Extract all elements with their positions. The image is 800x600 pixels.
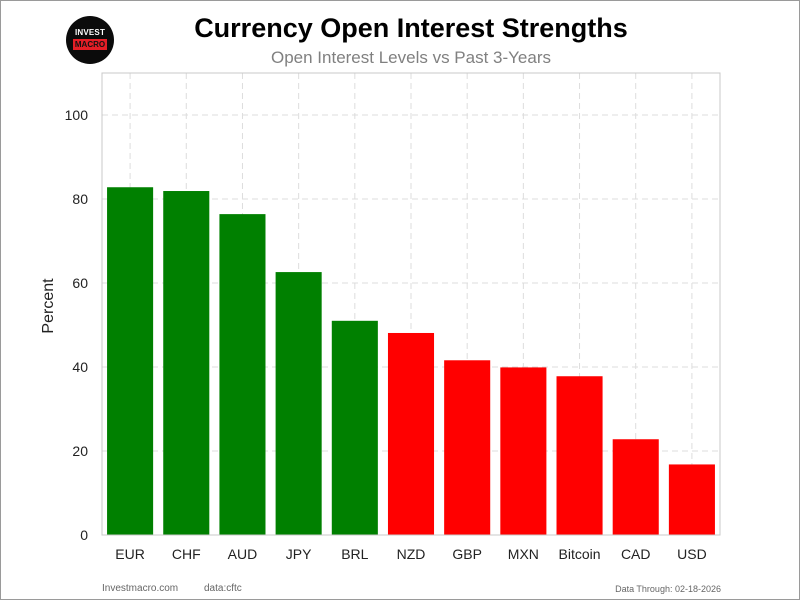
y-tick-label: 80 (72, 191, 88, 207)
x-tick-label: NZD (397, 546, 426, 562)
x-tick-label: AUD (228, 546, 258, 562)
bar-mxn (500, 367, 547, 535)
bar-usd (668, 464, 715, 535)
x-tick-label: USD (677, 546, 707, 562)
plot-area (101, 72, 721, 536)
chart-title: Currency Open Interest Strengths (194, 13, 628, 43)
bar-chf (163, 191, 210, 535)
x-tick-label: MXN (508, 546, 539, 562)
y-tick-label: 100 (65, 107, 89, 123)
logo-text-top: INVEST (74, 28, 106, 37)
investmacro-logo: INVEST MACRO (66, 16, 114, 64)
y-axis-label: Percent (40, 278, 57, 334)
bar-aud (219, 214, 266, 535)
bar-gbp (444, 360, 491, 535)
x-tick-label: CAD (621, 546, 651, 562)
x-tick-label: Bitcoin (559, 546, 601, 562)
y-tick-label: 0 (80, 527, 88, 543)
chart-subtitle: Open Interest Levels vs Past 3-Years (270, 48, 552, 67)
footer-site: Investmacro.com (102, 583, 179, 594)
y-tick-labels: 0 20 40 60 80 100 (65, 107, 89, 543)
footer-date: Data Through: 02-18-2026 (615, 584, 721, 594)
bar-cad (612, 439, 659, 535)
footer-source: data:cftc (204, 583, 242, 594)
bars (107, 187, 715, 536)
y-tick-label: 20 (72, 443, 88, 459)
bar-eur (107, 187, 154, 536)
y-tick-label: 60 (72, 275, 88, 291)
x-tick-label: JPY (286, 546, 312, 562)
y-tick-label: 40 (72, 359, 88, 375)
x-tick-label: BRL (341, 546, 368, 562)
bar-brl (331, 320, 378, 535)
x-tick-label: EUR (115, 546, 145, 562)
bar-jpy (275, 272, 322, 535)
bar-bitcoin (556, 376, 603, 535)
x-tick-label: CHF (172, 546, 201, 562)
x-tick-label: GBP (452, 546, 482, 562)
bar-nzd (387, 332, 435, 535)
x-tick-labels: EUR CHF AUD JPY BRL NZD GBP MXN Bitcoin CAD USD (115, 546, 706, 562)
logo-text-bottom: MACRO (73, 39, 107, 50)
